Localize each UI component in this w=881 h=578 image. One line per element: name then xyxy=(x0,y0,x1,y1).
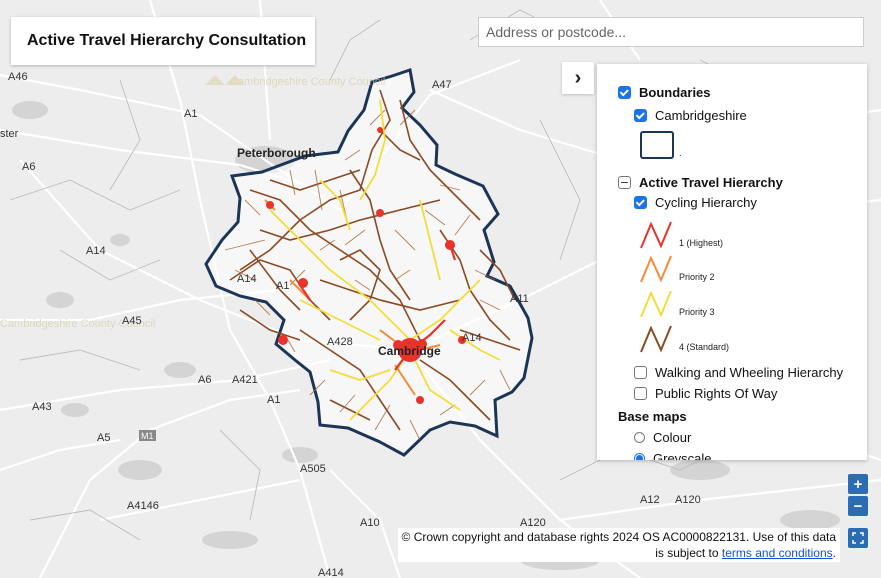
basemap-option-colour[interactable]: Colour xyxy=(634,430,691,445)
legend-priority-4-label: 4 (Standard) xyxy=(679,342,730,352)
zoom-in-button[interactable]: + xyxy=(848,474,868,494)
minus-icon: − xyxy=(853,497,863,515)
svg-text:Cambridgeshire County Council: Cambridgeshire County Council xyxy=(0,318,155,330)
cambridgeshire-checkbox[interactable] xyxy=(634,109,647,122)
layer-cambridgeshire[interactable]: Cambridgeshire xyxy=(634,108,747,123)
fullscreen-icon xyxy=(852,532,864,544)
svg-text:Cambridgeshire County Council: Cambridgeshire County Council xyxy=(230,76,385,88)
legend-priority-3: Priority 3 xyxy=(639,289,715,319)
public-rights-of-way-label: Public Rights Of Way xyxy=(655,386,778,401)
boundary-legend-label: . xyxy=(679,148,682,158)
label-ster: ster xyxy=(0,128,19,140)
walking-wheeling-checkbox[interactable] xyxy=(634,366,647,379)
address-search-input[interactable] xyxy=(478,17,864,47)
label-a14-west: A14 xyxy=(86,245,106,257)
label-a421: A421 xyxy=(232,374,258,386)
colour-label: Colour xyxy=(653,430,692,445)
boundaries-checkbox[interactable] xyxy=(618,86,631,99)
label-a1-south: A1 xyxy=(267,394,280,406)
label-a6-south: A6 xyxy=(198,374,211,386)
fullscreen-button[interactable] xyxy=(848,528,868,548)
label-a414: A414 xyxy=(318,567,344,578)
zoom-out-button[interactable]: − xyxy=(848,496,868,516)
label-a14-east: A14 xyxy=(462,332,482,344)
legend-priority-1: 1 (Highest) xyxy=(639,220,723,250)
plus-icon: + xyxy=(853,475,863,493)
legend-priority-2-label: Priority 2 xyxy=(679,272,715,282)
base-maps-heading: Base maps xyxy=(618,409,687,424)
label-a47: A47 xyxy=(432,79,452,91)
layer-active-travel[interactable]: Active Travel Hierarchy xyxy=(618,175,783,190)
m1-shield xyxy=(139,430,156,441)
label-a505: A505 xyxy=(300,463,326,475)
label-a12: A12 xyxy=(640,494,660,506)
legend-priority-1-label: 1 (Highest) xyxy=(679,238,724,248)
cambridgeshire-boundary xyxy=(204,68,534,457)
label-a43: A43 xyxy=(32,401,52,413)
label-a11: A11 xyxy=(510,293,529,305)
collapse-panel-button[interactable]: › xyxy=(562,62,594,94)
map-attribution: © Crown copyright and database rights 20… xyxy=(398,528,840,562)
cambridgeshire-label: Cambridgeshire xyxy=(655,108,747,123)
label-a120: A120 xyxy=(520,517,546,529)
public-rights-of-way-checkbox[interactable] xyxy=(634,387,647,400)
label-peterborough: Peterborough xyxy=(237,146,316,160)
label-a45: A45 xyxy=(122,315,142,327)
label-a1-north: A1 xyxy=(184,108,197,120)
label-a1-central: A1 xyxy=(276,280,289,292)
attribution-end: . xyxy=(832,546,836,560)
label-cambridge: Cambridge xyxy=(378,344,441,358)
colour-radio[interactable] xyxy=(634,432,645,443)
basemap-option-greyscale[interactable]: Greyscale xyxy=(634,451,712,460)
active-travel-label: Active Travel Hierarchy xyxy=(639,175,783,190)
label-a10: A10 xyxy=(360,517,380,529)
chevron-right-icon: › xyxy=(574,66,582,89)
council-watermark: Cambridgeshire County Council Cambridges… xyxy=(0,75,385,330)
greyscale-label: Greyscale xyxy=(653,451,712,460)
layer-boundaries[interactable]: Boundaries xyxy=(618,85,711,100)
cycling-hierarchy-checkbox[interactable] xyxy=(634,196,647,209)
label-a4146: A4146 xyxy=(127,500,159,512)
legend-priority-4: 4 (Standard) xyxy=(639,324,729,354)
layer-public-rights-of-way[interactable]: Public Rights Of Way xyxy=(634,386,777,401)
layer-walking-wheeling[interactable]: Walking and Wheeling Hierarchy xyxy=(634,365,843,380)
layer-panel: Boundaries Cambridgeshire . Active Trave… xyxy=(597,64,867,460)
label-a5: A5 xyxy=(97,432,110,444)
label-a120-east: A120 xyxy=(675,494,701,506)
active-travel-checkbox[interactable] xyxy=(618,176,631,189)
boundary-legend-swatch xyxy=(640,131,674,159)
cycling-priority-1-routes xyxy=(299,244,457,371)
line-swatch-icon xyxy=(640,255,672,283)
terms-and-conditions-link[interactable]: terms and conditions xyxy=(721,546,833,560)
label-a6-north: A6 xyxy=(22,161,35,173)
cycling-hierarchy-label: Cycling Hierarchy xyxy=(655,195,757,210)
legend-priority-3-label: Priority 3 xyxy=(679,307,715,317)
cycling-standard-minor xyxy=(224,109,511,441)
line-swatch-icon xyxy=(640,290,672,318)
line-swatch-icon xyxy=(640,325,672,353)
greyscale-radio[interactable] xyxy=(634,453,645,460)
boundaries-label: Boundaries xyxy=(639,85,711,100)
attribution-text: © Crown copyright and database rights 20… xyxy=(401,530,836,560)
layer-cycling-hierarchy[interactable]: Cycling Hierarchy xyxy=(634,195,757,210)
label-a428: A428 xyxy=(327,336,353,348)
label-m1: M1 xyxy=(141,431,154,441)
line-swatch-icon xyxy=(640,221,672,249)
label-a46: A46 xyxy=(8,71,28,83)
legend-priority-2: Priority 2 xyxy=(639,254,715,284)
label-a14-central: A14 xyxy=(237,273,257,285)
page-title: Active Travel Hierarchy Consultation xyxy=(11,17,315,65)
map-labels: A46 A47 A1 ster A6 Peterborough A14 A14 … xyxy=(0,71,701,578)
walking-wheeling-label: Walking and Wheeling Hierarchy xyxy=(655,365,844,380)
